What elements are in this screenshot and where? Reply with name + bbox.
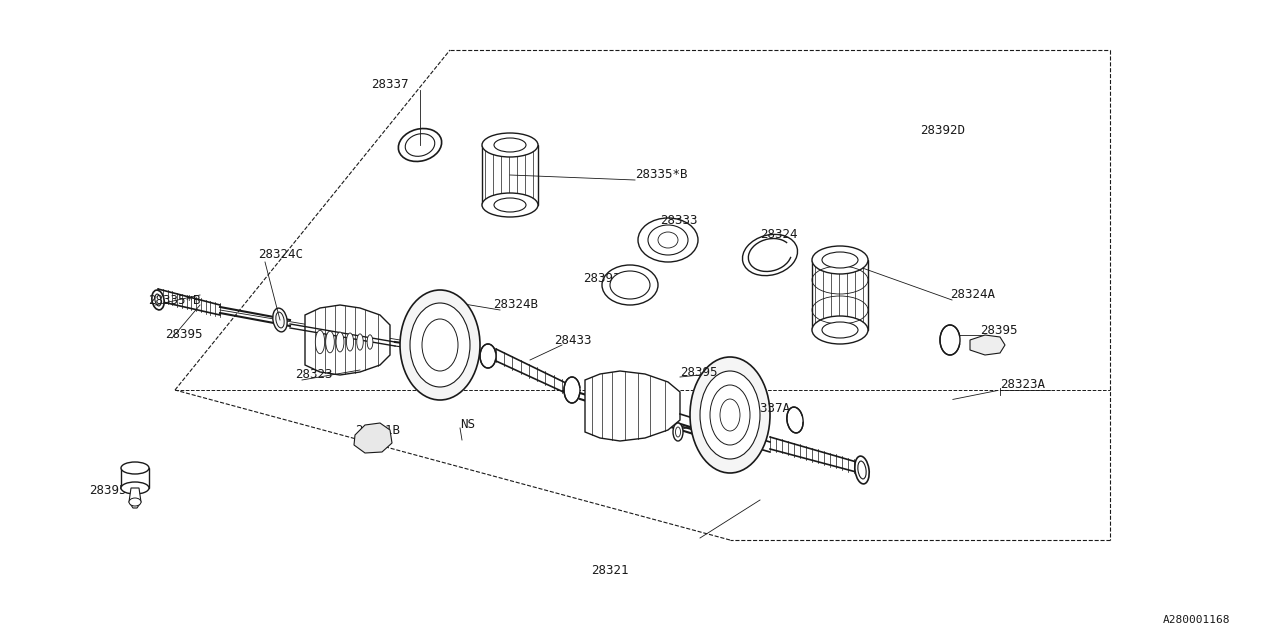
Ellipse shape [399,290,480,400]
Polygon shape [305,305,390,375]
Ellipse shape [676,427,681,437]
Ellipse shape [155,294,161,306]
Ellipse shape [787,407,803,433]
Text: 28324C: 28324C [259,248,303,262]
Ellipse shape [812,246,868,274]
Text: NS: NS [435,371,451,385]
Ellipse shape [406,134,435,156]
Ellipse shape [122,462,148,474]
Ellipse shape [152,290,164,310]
Text: 28333: 28333 [660,214,698,227]
Ellipse shape [398,129,442,161]
Text: 28337A: 28337A [745,401,790,415]
Text: 28335*B: 28335*B [635,168,687,182]
Text: 28324: 28324 [760,228,797,241]
Polygon shape [585,371,680,441]
Ellipse shape [122,482,148,494]
Text: 28395: 28395 [165,328,202,342]
Ellipse shape [742,234,797,276]
Text: A280001168: A280001168 [1162,615,1230,625]
Ellipse shape [858,461,867,479]
Ellipse shape [855,456,869,484]
Text: 28433: 28433 [554,333,591,346]
Text: 28395: 28395 [90,483,127,497]
Ellipse shape [658,232,678,248]
Ellipse shape [367,335,372,349]
Text: 28392D: 28392D [920,124,965,136]
Ellipse shape [822,322,858,338]
Ellipse shape [273,308,287,332]
Ellipse shape [410,303,470,387]
Text: 28324B: 28324B [493,298,538,312]
Text: NS: NS [460,419,475,431]
Text: 28393: 28393 [582,271,621,285]
Ellipse shape [325,332,334,353]
Ellipse shape [637,218,698,262]
Text: 28337: 28337 [371,79,408,92]
Ellipse shape [673,423,684,441]
Text: 28335*B: 28335*B [148,294,201,307]
Polygon shape [355,423,392,453]
Text: 28395: 28395 [980,323,1018,337]
Ellipse shape [422,319,458,371]
Polygon shape [812,260,868,330]
Ellipse shape [690,357,771,473]
Ellipse shape [611,271,650,299]
Polygon shape [483,145,538,205]
Ellipse shape [822,252,858,268]
Ellipse shape [357,334,364,350]
Ellipse shape [564,377,580,403]
Ellipse shape [812,316,868,344]
Text: 28321: 28321 [591,563,628,577]
Text: 28395: 28395 [680,365,718,378]
Text: 28323: 28323 [294,369,333,381]
Ellipse shape [315,330,325,354]
Ellipse shape [129,498,141,506]
Ellipse shape [480,344,497,368]
Text: 28323A: 28323A [1000,378,1044,392]
Ellipse shape [719,399,740,431]
Ellipse shape [648,225,689,255]
Ellipse shape [494,138,526,152]
Ellipse shape [483,193,538,217]
Text: 28391B: 28391B [355,424,399,436]
Polygon shape [122,468,148,488]
Polygon shape [129,488,141,508]
Polygon shape [970,335,1005,355]
Ellipse shape [494,198,526,212]
Ellipse shape [710,385,750,445]
Ellipse shape [483,133,538,157]
Ellipse shape [347,333,353,351]
Ellipse shape [700,371,760,459]
Ellipse shape [940,325,960,355]
Text: 28324A: 28324A [950,289,995,301]
Ellipse shape [337,332,344,352]
Ellipse shape [602,265,658,305]
